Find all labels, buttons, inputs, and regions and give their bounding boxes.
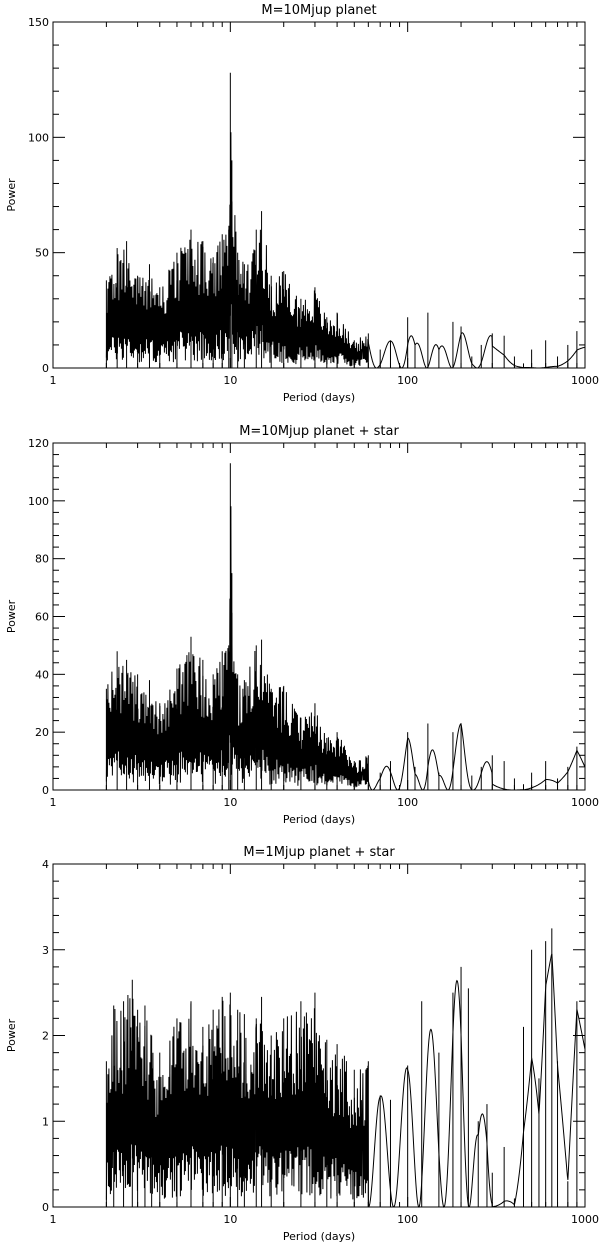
x-tick-label: 100: [397, 1213, 418, 1226]
x-tick-label: 10: [223, 1213, 237, 1226]
y-tick-label: 120: [28, 437, 49, 450]
y-tick-label: 0: [42, 784, 49, 797]
x-tick-label: 10: [223, 374, 237, 387]
chart-title-1: M=10Mjup planet: [261, 3, 376, 18]
chart-panel-2: M=10Mjup planet + star Period (days) Pow…: [5, 424, 599, 826]
chart-panel-3: M=1Mjup planet + star Period (days) Powe…: [5, 845, 599, 1243]
series-1: [105, 72, 586, 369]
y-tick-label: 150: [28, 16, 49, 29]
chart-panel-1: M=10Mjup planet Period (days) Power 1 10 1…: [5, 3, 599, 404]
y-tick-label: 100: [28, 131, 49, 144]
y-tick-label: 1: [42, 1115, 49, 1128]
y-tick-label: 4: [42, 858, 49, 871]
series-3: [105, 928, 586, 1208]
y-axis-label-2: Power: [5, 599, 18, 633]
series-line: [105, 506, 586, 791]
plot-frame-1: [52, 21, 586, 369]
series-line: [105, 953, 586, 1208]
y-tick-label: 3: [42, 944, 49, 957]
y-tick-label: 20: [35, 726, 49, 739]
y-tick-label: 2: [42, 1030, 49, 1043]
series-2: [105, 463, 586, 791]
y-tick-label: 50: [35, 247, 49, 260]
x-axis-label-3: Period (days): [283, 1230, 355, 1243]
y-tick-label: 0: [42, 1201, 49, 1214]
x-axis-label-2: Period (days): [283, 813, 355, 826]
x-tick-label: 100: [397, 374, 418, 387]
x-tick-label: 1: [50, 1213, 57, 1226]
y-axis-label-1: Power: [5, 178, 18, 212]
x-tick-label: 100: [397, 796, 418, 809]
y-tick-label: 60: [35, 611, 49, 624]
y-tick-label: 80: [35, 553, 49, 566]
x-tick-label: 1: [50, 796, 57, 809]
x-tick-label: 1000: [571, 1213, 599, 1226]
chart-title-2: M=10Mjup planet + star: [239, 424, 399, 439]
y-tick-label: 0: [42, 362, 49, 375]
y-axis-label-3: Power: [5, 1018, 18, 1052]
x-tick-label: 1000: [571, 796, 599, 809]
series-line: [105, 132, 585, 369]
x-tick-label: 1: [50, 374, 57, 387]
y-tick-label: 40: [35, 668, 49, 681]
x-tick-label: 1000: [571, 374, 599, 387]
axis-ticks-2: 1 10 100 1000 0 20 40 60 80 100 120: [28, 437, 599, 809]
x-axis-label-1: Period (days): [283, 391, 355, 404]
chart-title-3: M=1Mjup planet + star: [243, 845, 395, 860]
y-tick-label: 100: [28, 495, 49, 508]
x-tick-label: 10: [223, 796, 237, 809]
